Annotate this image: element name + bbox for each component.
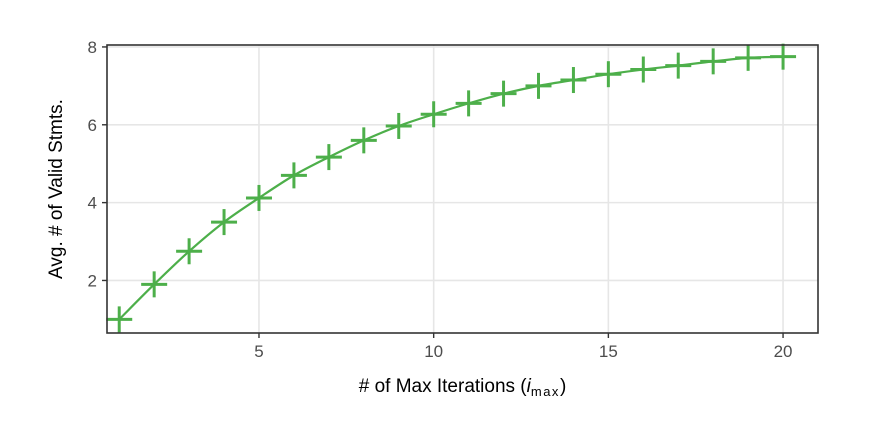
data-point-19 [735, 44, 762, 71]
x-axis-title-subscript: max [531, 384, 560, 399]
y-tick-label-4: 4 [88, 194, 97, 213]
grid-lines [107, 45, 818, 333]
data-point-7 [315, 144, 342, 171]
data-point-10 [420, 101, 447, 128]
y-tick-label-6: 6 [88, 116, 97, 135]
data-point-13 [525, 72, 552, 99]
x-tick-label-15: 15 [599, 342, 618, 361]
x-axis-title-variable: i [527, 376, 532, 397]
x-tick-label-10: 10 [424, 342, 443, 361]
axis-ticks: 5 10 15 20 2 4 6 8 [88, 38, 793, 361]
data-point-18 [700, 48, 727, 75]
plot-border [106, 44, 819, 334]
data-point-2 [141, 271, 168, 298]
data-point-6 [280, 162, 307, 189]
data-point-9 [385, 112, 412, 139]
series-layer [106, 43, 797, 333]
data-point-20 [770, 43, 797, 70]
data-point-15 [595, 61, 622, 88]
data-point-5 [245, 184, 272, 211]
data-point-12 [490, 80, 517, 107]
data-point-3 [176, 238, 203, 265]
data-point-17 [665, 52, 692, 79]
y-tick-label-2: 2 [88, 271, 97, 290]
x-axis-title: # of Max Iterations (imax) [359, 376, 567, 399]
y-axis-title: Avg. # of Valid Stmts. [46, 99, 67, 279]
x-tick-label-20: 20 [774, 342, 793, 361]
x-axis-title-close: ) [560, 376, 566, 397]
data-point-11 [455, 90, 482, 117]
x-axis-title-text: # of Max Iterations ( [359, 376, 528, 397]
data-point-14 [560, 67, 587, 94]
y-tick-label-8: 8 [88, 38, 97, 57]
data-point-4 [211, 209, 238, 236]
data-point-1 [106, 306, 133, 333]
data-point-8 [350, 127, 377, 154]
data-point-16 [630, 56, 657, 83]
x-tick-label-5: 5 [254, 342, 263, 361]
